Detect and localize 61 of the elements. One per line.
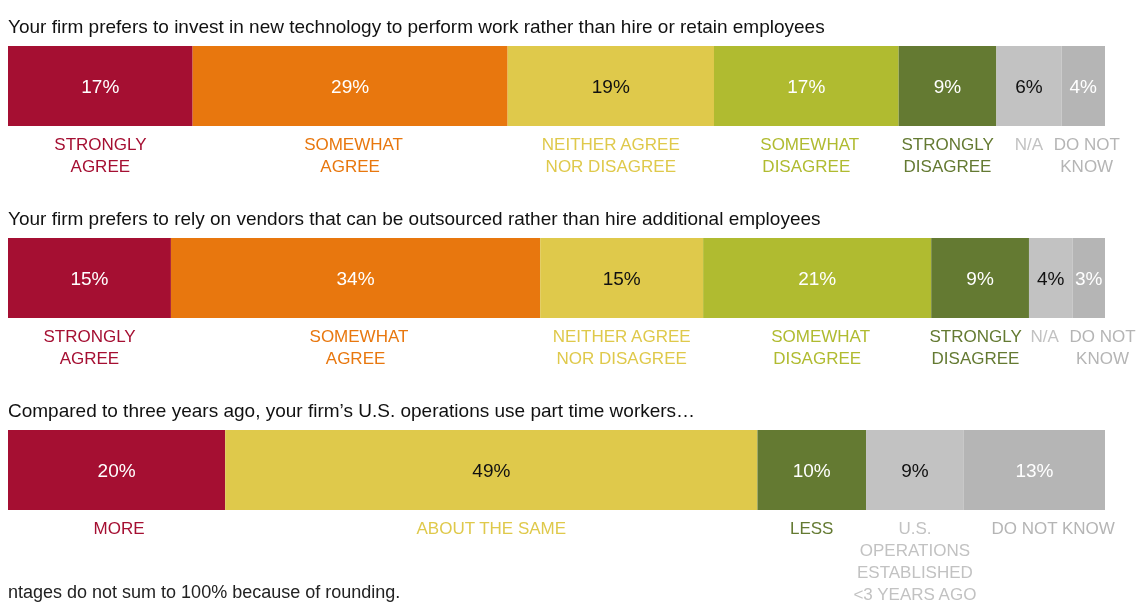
data-label: 17% (787, 75, 826, 97)
series-label: U.S. OPERATIONS ESTABLISHED <3 YEARS AGO (852, 518, 978, 603)
series-label: DO NOT KNOW (1068, 326, 1137, 370)
series-label: MORE (93, 518, 145, 540)
data-label: 15% (602, 267, 641, 289)
data-label: 4% (1069, 75, 1098, 97)
chart-title: Your firm prefers to rely on vendors that can be outsourced rather than hire additional employees (8, 208, 822, 231)
series-label: SOMEWHAT AGREE (304, 134, 403, 178)
series-label: NEITHER AGREE NOR DISAGREE (551, 326, 692, 370)
data-label: 21% (798, 267, 837, 289)
bar (540, 238, 704, 318)
bar (713, 46, 899, 126)
bar (1061, 46, 1105, 126)
bar (757, 430, 867, 510)
bar (931, 238, 1029, 318)
data-label: 3% (1074, 267, 1103, 289)
text: ntages do not sum to 100% because of rounding. (8, 582, 401, 603)
bar (1028, 238, 1073, 318)
bar (898, 46, 997, 126)
bar (8, 238, 171, 318)
series-label: NEITHER AGREE NOR DISAGREE (540, 134, 681, 178)
series-label: N/A (1029, 326, 1060, 348)
bar (170, 238, 541, 318)
series-label: STRONGLY DISAGREE (901, 134, 994, 178)
series-label: ABOUT THE SAME (415, 518, 568, 540)
series-label: STRONGLY AGREE (43, 326, 136, 370)
data-label: 6% (1015, 75, 1043, 97)
bar (996, 46, 1062, 126)
series-label: SOMEWHAT DISAGREE (771, 326, 871, 370)
bar (1072, 238, 1105, 318)
series-label: N/A (1013, 134, 1045, 156)
bar (8, 430, 226, 510)
data-label: 10% (792, 459, 831, 481)
series-label: LESS (789, 518, 835, 540)
bar (866, 430, 964, 510)
bar (507, 46, 714, 126)
data-label: 15% (70, 267, 109, 289)
data-label: 17% (81, 75, 120, 97)
data-label: 29% (331, 75, 370, 97)
series-label: DO NOT KNOW (990, 518, 1116, 540)
chart-title: Your firm prefers to invest in new technology to perform work rather than hire or retain employees (8, 16, 826, 39)
chart-title: Compared to three years ago, your firm’s U.S. operations use part time workers… (8, 400, 697, 423)
data-label: 49% (472, 459, 511, 481)
bar (192, 46, 508, 126)
data-label: 9% (901, 459, 929, 481)
series-label: SOMEWHAT AGREE (309, 326, 409, 370)
series-label: STRONGLY DISAGREE (929, 326, 1022, 370)
bar (225, 430, 758, 510)
data-label: 4% (1036, 267, 1065, 289)
data-label: 9% (933, 75, 962, 97)
bar (703, 238, 932, 318)
bar (8, 46, 193, 126)
series-label: STRONGLY AGREE (54, 134, 147, 178)
data-label: 9% (966, 267, 994, 289)
data-label: 13% (1015, 459, 1054, 481)
data-label: 20% (97, 459, 136, 481)
bar (963, 430, 1105, 510)
data-label: 34% (336, 267, 375, 289)
series-label: SOMEWHAT DISAGREE (760, 134, 860, 178)
series-label: DO NOT KNOW (1052, 134, 1121, 178)
data-label: 19% (591, 75, 630, 97)
